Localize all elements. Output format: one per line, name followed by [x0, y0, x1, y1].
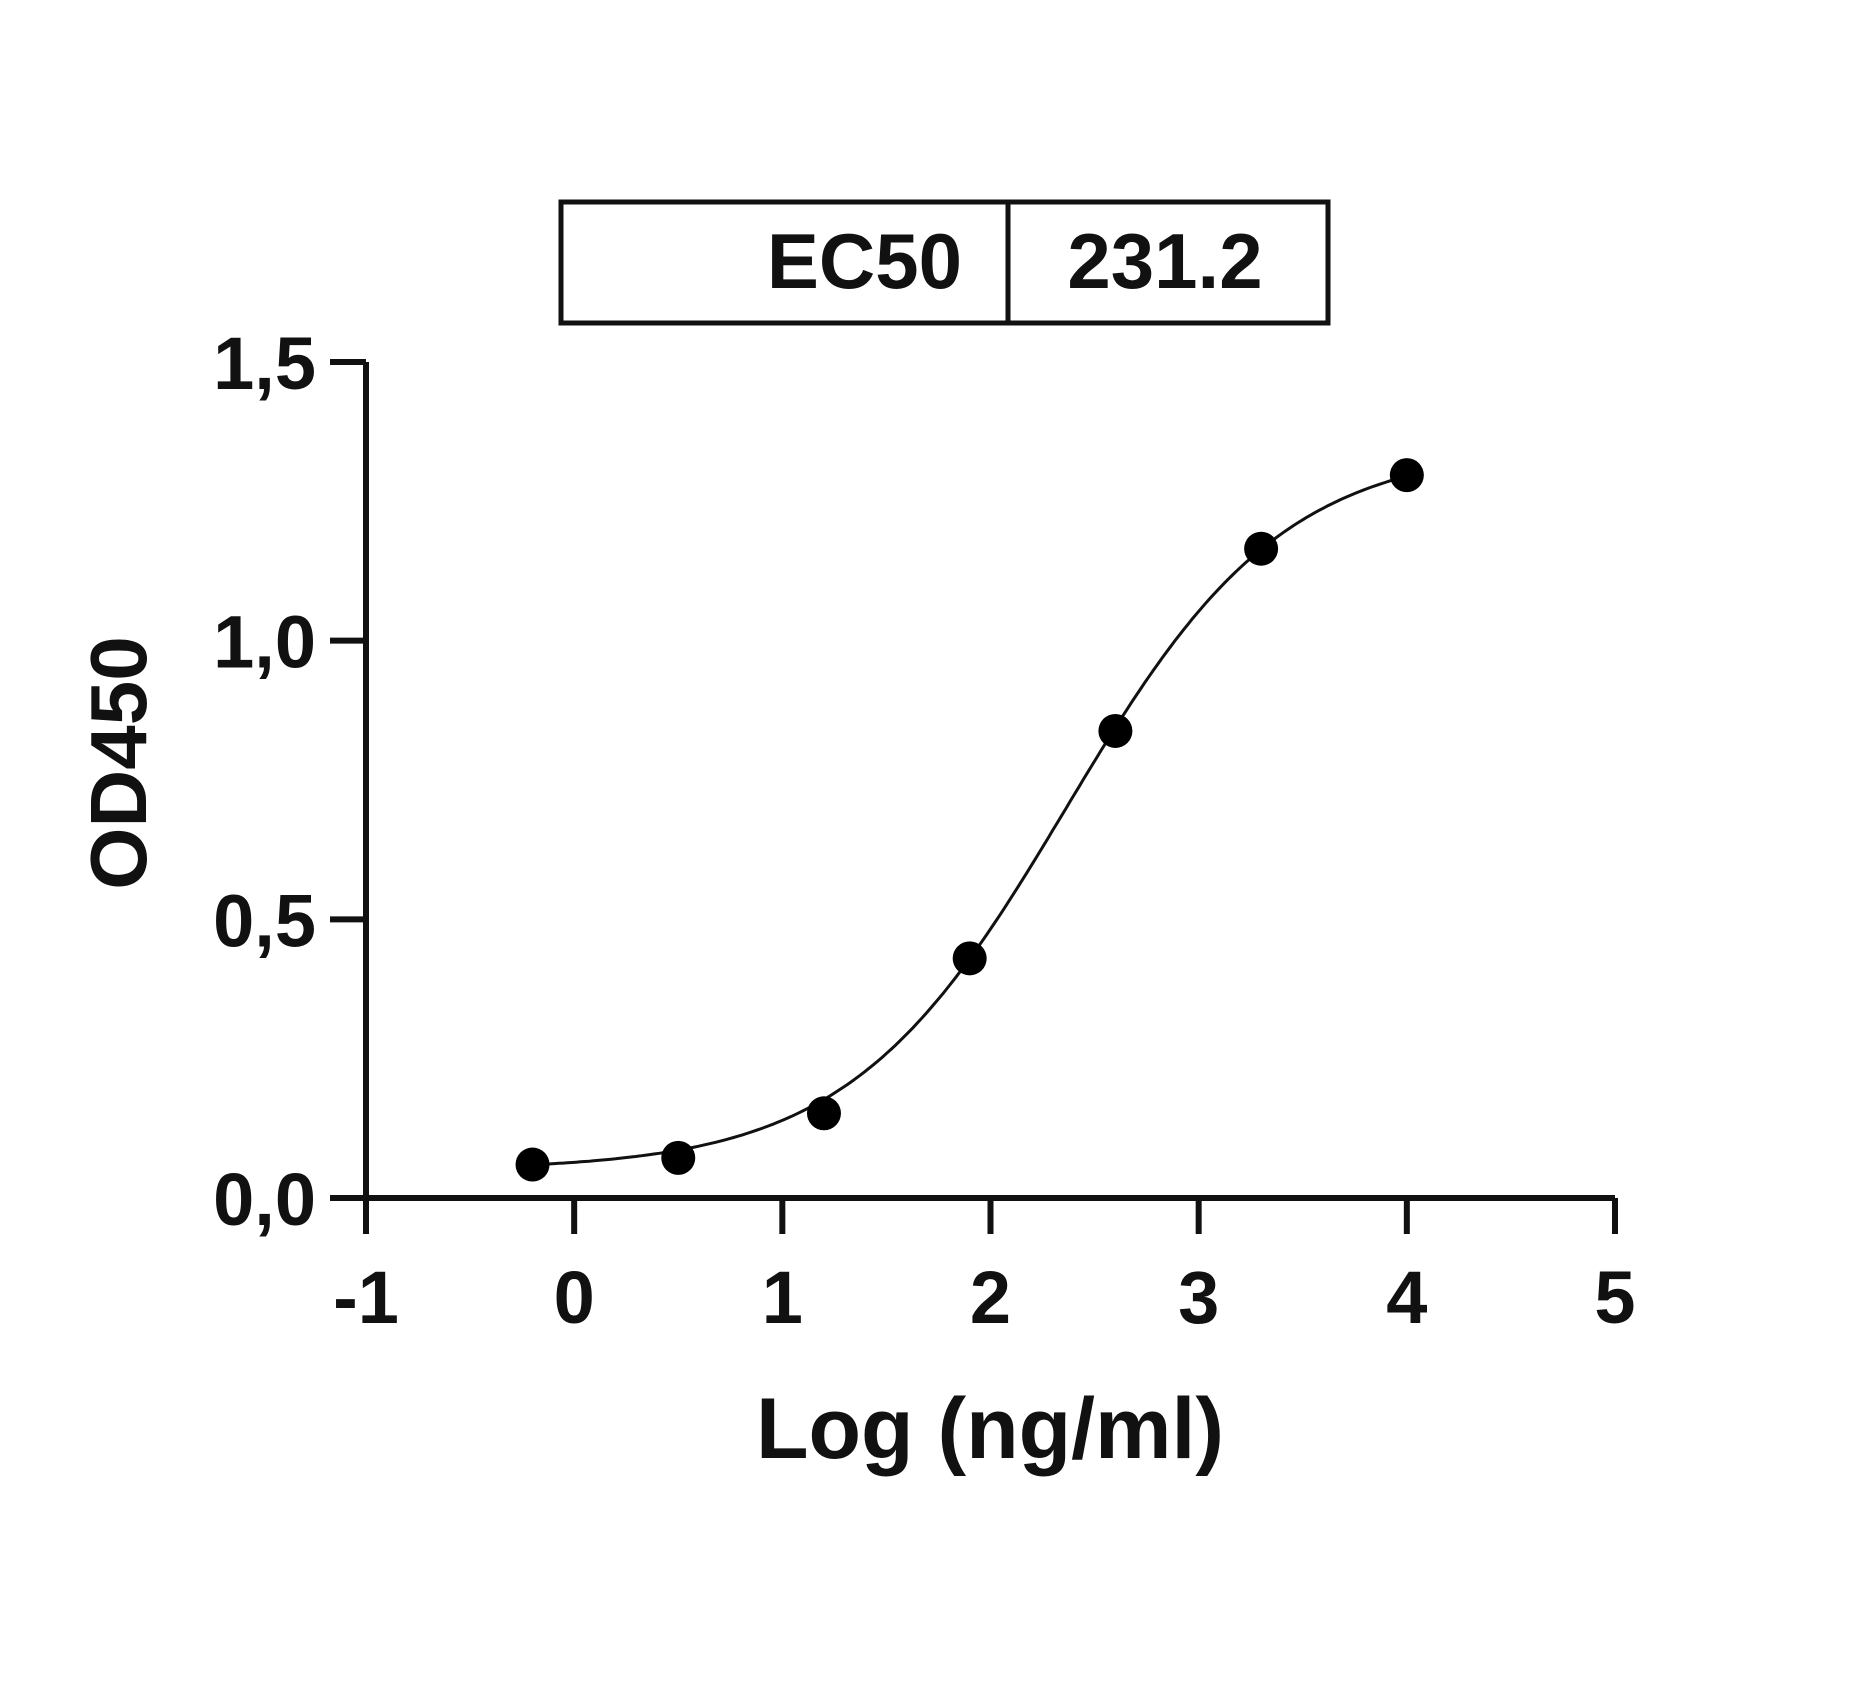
x-tick-label: -1 — [333, 1256, 399, 1339]
y-tick-label: 1,5 — [213, 322, 316, 405]
x-tick-label: 5 — [1594, 1256, 1635, 1339]
data-point — [1244, 531, 1279, 566]
x-tick-label: 2 — [970, 1256, 1011, 1339]
y-tick-label: 0,5 — [213, 879, 316, 962]
data-point — [952, 941, 987, 976]
ec50-label: EC50 — [767, 217, 962, 305]
data-point — [661, 1140, 696, 1175]
x-tick-label: 1 — [762, 1256, 803, 1339]
y-axis-label: OD450 — [74, 636, 163, 889]
x-tick-label: 0 — [554, 1256, 595, 1339]
ec50-table: EC50 231.2 — [558, 199, 1331, 326]
y-tick-label: 1,0 — [213, 601, 316, 684]
x-axis-label: Log (ng/ml) — [756, 1381, 1224, 1477]
data-point — [515, 1147, 550, 1182]
fit-curve — [532, 474, 1408, 1167]
ec50-table-border — [558, 199, 1331, 326]
data-point — [1389, 458, 1424, 493]
x-tick-label: 3 — [1178, 1256, 1219, 1339]
ec50-value: 231.2 — [1067, 217, 1262, 305]
data-point — [1098, 713, 1133, 748]
data-point — [806, 1096, 841, 1131]
y-tick-label: 0,0 — [213, 1158, 316, 1241]
x-tick-label: 4 — [1386, 1256, 1427, 1339]
